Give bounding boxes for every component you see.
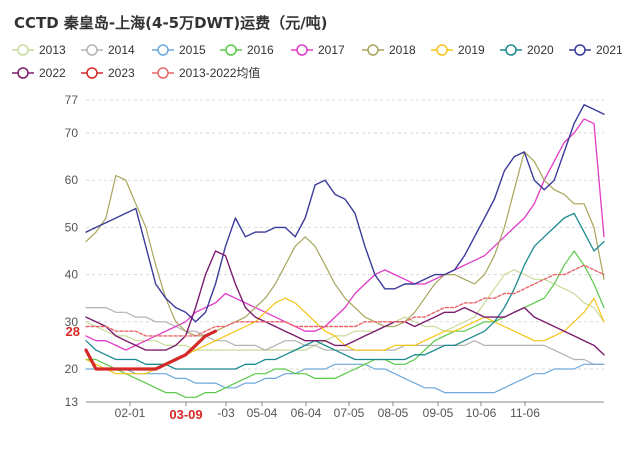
series-line: [85, 264, 605, 337]
legend-marker: [574, 44, 586, 56]
legend-marker: [436, 44, 448, 56]
legend-label: 2018: [389, 43, 416, 57]
y-tick-label: 13: [65, 395, 79, 409]
series-line: [85, 269, 605, 351]
series-line: [85, 363, 605, 394]
legend-item[interactable]: 2015: [152, 43, 206, 57]
legend-label: 2019: [458, 43, 485, 57]
series-line: [85, 307, 605, 365]
legend-marker: [296, 44, 308, 56]
y-tick-label: 70: [65, 126, 79, 140]
legend-label: 2013: [39, 43, 66, 57]
x-tick-label: 05-04: [247, 406, 278, 420]
legend-marker: [86, 67, 98, 79]
x-tick-label: 08-05: [378, 406, 409, 420]
legend-label: 2015: [179, 43, 206, 57]
y-tick-label: 50: [65, 220, 79, 234]
legend-item[interactable]: 2021: [569, 43, 623, 57]
legend-item[interactable]: 2023: [81, 66, 135, 80]
y-tick-label: 77: [65, 93, 79, 107]
legend-label: 2017: [318, 43, 345, 57]
legend-label: 2021: [596, 43, 623, 57]
series-line: [84, 329, 218, 371]
series-line: [85, 118, 605, 351]
y-tick-label: 40: [65, 268, 79, 282]
legend-item[interactable]: 2020: [500, 43, 554, 57]
legend-item[interactable]: 2017: [291, 43, 345, 57]
chart-title: CCTD 秦皇岛-上海(4-5万DWT)运费（元/吨): [14, 14, 328, 32]
series-line: [85, 250, 605, 356]
grid: [86, 99, 604, 403]
series-line: [85, 103, 605, 323]
series-line: [85, 151, 605, 337]
x-tick-label: 02-01: [115, 406, 146, 420]
legend-item[interactable]: 2018: [362, 43, 416, 57]
series-line: [85, 250, 605, 398]
legend-item[interactable]: 2014: [81, 43, 135, 57]
legend-marker: [505, 44, 517, 56]
axes: 13 20 30 40 50 60 70 77 02-01 03-09 -03 05-04 06-04 0…: [65, 93, 604, 422]
legend[interactable]: 2013 2014 2015 2016 2017 2018 2019 2020 2021 2022…: [12, 43, 623, 80]
current-value-label: 28: [66, 324, 80, 339]
series-line: [85, 212, 605, 370]
x-tick-label: 06-04: [291, 406, 322, 420]
legend-marker: [225, 44, 237, 56]
legend-marker: [86, 44, 98, 56]
x-tick-label-highlight: 03-09: [169, 407, 202, 422]
legend-label: 2014: [108, 43, 135, 57]
legend-item[interactable]: 2013: [12, 43, 66, 57]
legend-item[interactable]: 2016: [220, 43, 274, 57]
highlight-layer: 28: [66, 324, 80, 339]
legend-item[interactable]: 2019: [431, 43, 485, 57]
y-tick-label: 60: [65, 173, 79, 187]
legend-label: 2013-2022均值: [179, 65, 260, 80]
y-tick-label: 20: [65, 362, 79, 376]
legend-marker: [157, 67, 169, 79]
legend-marker: [157, 44, 169, 56]
legend-marker: [367, 44, 379, 56]
legend-item[interactable]: 2013-2022均值: [152, 65, 260, 80]
series-layer: [84, 103, 605, 398]
x-tick-label: 07-05: [334, 406, 365, 420]
legend-marker: [17, 44, 29, 56]
legend-label: 2020: [527, 43, 554, 57]
x-tick-label: 11-06: [510, 406, 540, 420]
x-tick-label: 09-05: [423, 406, 454, 420]
legend-item[interactable]: 2022: [12, 66, 66, 80]
legend-label: 2022: [39, 66, 66, 80]
legend-label: 2023: [108, 66, 135, 80]
x-tick-label: -03: [217, 406, 235, 420]
y-tick-label: 30: [65, 315, 79, 329]
legend-label: 2016: [247, 43, 274, 57]
x-tick-label: 10-06: [466, 406, 497, 420]
legend-marker: [17, 67, 29, 79]
